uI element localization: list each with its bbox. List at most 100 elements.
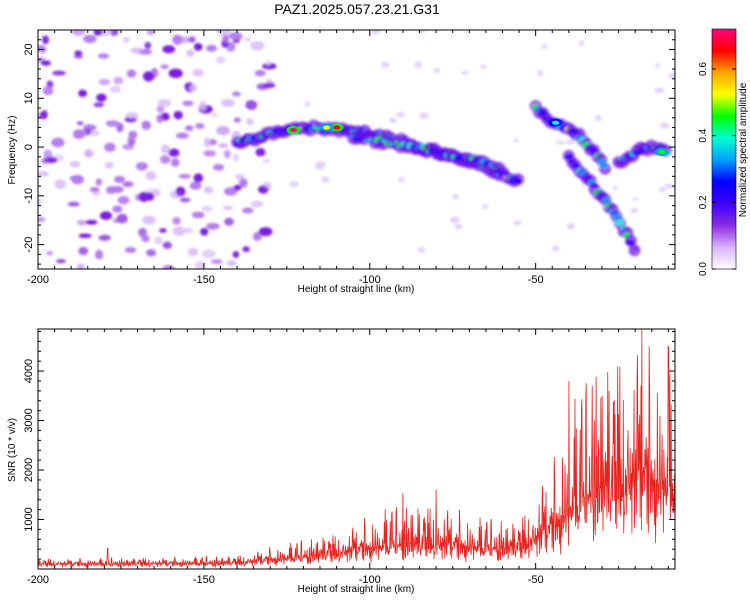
hotspot-core — [552, 120, 560, 125]
ridge-core — [515, 178, 522, 184]
noise-blob — [198, 101, 207, 112]
x-tick-label: -200 — [27, 574, 49, 586]
noise-blob — [195, 123, 205, 129]
noise-blob — [98, 234, 111, 241]
noise-blob — [206, 44, 217, 52]
ridge-core — [495, 168, 501, 174]
noise-blob — [178, 174, 191, 179]
noise-blob — [93, 30, 103, 36]
colorbar-tick-label: 0.4 — [698, 128, 709, 142]
noise-blob — [89, 187, 100, 193]
noise-blob — [69, 161, 81, 168]
noise-blob — [84, 149, 94, 158]
noise-blob — [216, 126, 230, 136]
noise-blob — [143, 71, 155, 82]
faint-blob — [452, 194, 459, 200]
noise-blob — [192, 69, 204, 77]
noise-blob — [74, 50, 83, 56]
noise-blob — [185, 125, 194, 131]
faint-blob — [289, 181, 299, 188]
faint-blob — [479, 64, 487, 69]
x-tick-label: -100 — [359, 574, 381, 586]
noise-blob — [138, 227, 147, 238]
noise-blob — [258, 185, 269, 194]
ridge-core — [597, 159, 607, 164]
faint-blob — [555, 141, 565, 145]
noise-blob — [138, 49, 152, 55]
noise-blob — [73, 129, 85, 140]
noise-blob — [104, 142, 116, 152]
y-tick-label: 0 — [23, 144, 35, 150]
noise-blob — [221, 99, 235, 107]
noise-blob — [223, 149, 231, 159]
faint-blob — [396, 112, 405, 118]
noise-blob — [246, 118, 254, 126]
hotspot-core — [323, 125, 331, 130]
noise-blob — [156, 105, 165, 114]
faint-blob — [266, 60, 271, 66]
noise-blob — [193, 43, 203, 51]
noise-blob — [52, 70, 66, 76]
faint-blob — [433, 68, 440, 73]
ridge-core — [590, 183, 598, 188]
noise-blob — [242, 246, 250, 253]
faint-blob — [630, 207, 638, 214]
noise-blob — [117, 196, 130, 205]
noise-blob — [201, 249, 216, 259]
noise-blob — [139, 191, 149, 202]
colorbar-ticks: 0.0 0.2 0.4 0.6 — [698, 62, 736, 276]
noise-blob — [192, 211, 205, 219]
noise-blob — [187, 248, 199, 257]
noise-blob — [38, 216, 46, 223]
noise-blob — [255, 148, 266, 157]
noise-blob — [78, 247, 89, 255]
noise-blob — [125, 112, 139, 119]
noise-blob — [210, 259, 223, 264]
noise-blob — [203, 186, 214, 194]
noise-blob — [173, 111, 183, 120]
faint-blob — [389, 117, 397, 124]
noise-blob — [179, 197, 191, 203]
noise-blob — [182, 100, 194, 106]
colorbar-tick-label: 0.0 — [698, 262, 709, 276]
noise-blob — [162, 45, 176, 54]
noise-blob — [105, 120, 120, 127]
noise-blob — [193, 173, 203, 183]
noise-blob — [233, 184, 242, 191]
noise-blob — [97, 53, 110, 59]
noise-blob — [162, 265, 175, 269]
snr-axes: -200 -150 -100 -50 1000 2000 3000 4000 — [23, 329, 675, 586]
noise-blob — [145, 171, 157, 181]
noise-blob — [127, 136, 136, 146]
noise-blob — [92, 191, 101, 197]
chart-title: PAZ1.2025.057.23.21.G31 — [274, 1, 440, 17]
noise-blob — [188, 36, 196, 43]
noise-blob — [146, 30, 155, 36]
x-tick-label: -50 — [528, 574, 544, 586]
noise-blob — [211, 112, 219, 118]
noise-blob — [78, 89, 87, 97]
noise-blob — [83, 34, 97, 43]
snr-x-label: Height of straight line (km) — [298, 584, 415, 595]
noise-blob — [157, 99, 172, 107]
faint-blob — [537, 70, 544, 77]
faint-blob — [398, 176, 405, 183]
faint-blob — [304, 101, 311, 107]
faint-blob — [659, 187, 666, 193]
noise-blob — [161, 144, 170, 154]
noise-blob — [201, 205, 213, 212]
noise-blob — [162, 241, 172, 249]
y-tick-label: 1000 — [23, 507, 35, 531]
noise-blob — [254, 69, 266, 77]
faint-blob — [612, 185, 619, 190]
noise-blob — [141, 235, 150, 242]
faint-blob — [262, 159, 271, 163]
colorbar-gradient — [711, 28, 737, 270]
y-tick-label: 10 — [23, 92, 35, 104]
noise-blob — [175, 186, 186, 197]
noise-blob — [253, 232, 262, 241]
y-tick-label: -10 — [23, 188, 35, 204]
noise-blob — [71, 174, 84, 185]
faint-blob — [419, 112, 430, 119]
